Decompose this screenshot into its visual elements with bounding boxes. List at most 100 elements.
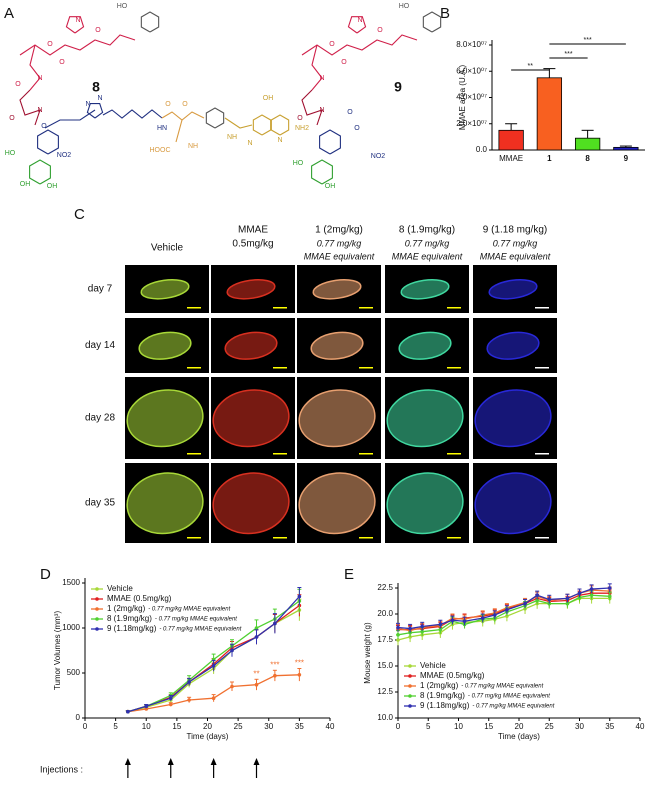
- legend-note: - 0.77 mg/kg MMAE equivalent: [461, 684, 543, 690]
- atom-label: O: [41, 123, 47, 130]
- scale-bar: [535, 453, 549, 455]
- significance-label: ***: [584, 37, 592, 44]
- injection-arrowhead: [124, 758, 131, 765]
- legend-label: 9 (1.18mg/kg): [420, 701, 470, 710]
- data-point: [144, 704, 149, 709]
- tumor-signal: [138, 331, 192, 360]
- data-point: [480, 616, 485, 620]
- data-point: [187, 698, 191, 702]
- data-point: [589, 593, 594, 598]
- x-tick-label: 10: [142, 722, 151, 731]
- bond: [29, 159, 51, 185]
- data-point: [565, 601, 570, 606]
- atom-label: N: [75, 17, 80, 24]
- scale-bar: [187, 453, 201, 455]
- legend-note: - 0.77 mg/kg MMAE equivalent: [472, 704, 554, 710]
- data-point: [254, 682, 259, 687]
- injection-arrowhead: [210, 758, 217, 765]
- tumor-signal: [298, 389, 376, 448]
- x-tick-label: 15: [484, 722, 493, 731]
- legend-marker: [408, 694, 412, 698]
- legend-note: - 0.77 mg/kg MMAE equivalent: [159, 627, 241, 633]
- data-point: [254, 635, 259, 639]
- bond: [140, 11, 160, 33]
- atom-label: NH: [227, 134, 237, 141]
- tumor-signal: [386, 472, 464, 535]
- data-point: [547, 597, 552, 602]
- x-tick-label: 35: [605, 722, 614, 731]
- data-point: [187, 680, 191, 684]
- bar: [498, 129, 524, 151]
- injection-arrowhead: [167, 758, 174, 765]
- atom-label: O: [329, 41, 335, 48]
- atom-label: O: [95, 27, 101, 34]
- bond: [44, 109, 96, 129]
- series-line: [398, 592, 610, 631]
- tumor-signal: [140, 279, 190, 300]
- y-tick-label: 0.0: [476, 145, 488, 154]
- column-dose: 0.5mg/kg: [232, 239, 273, 250]
- atom-label: HO: [293, 160, 304, 167]
- x-tick-label: 30: [264, 722, 273, 731]
- data-point: [420, 629, 425, 634]
- scale-bar: [535, 367, 549, 369]
- tumor-signal: [474, 389, 552, 448]
- x-tick-label: 25: [234, 722, 243, 731]
- tumor-signal: [212, 472, 290, 535]
- legend-marker: [95, 607, 99, 611]
- data-point: [168, 702, 173, 707]
- atom-label: HO: [399, 3, 410, 10]
- x-tick-label: 20: [203, 722, 212, 731]
- column-title: MMAE: [238, 225, 268, 236]
- panel-label: B: [440, 5, 450, 22]
- x-tick-label: 5: [426, 722, 431, 731]
- tumor-signal: [298, 472, 376, 535]
- atom-label: O: [297, 115, 303, 122]
- atom-label: O: [47, 41, 53, 48]
- compound-label: 9: [394, 79, 402, 95]
- atom-label: O: [377, 27, 383, 34]
- data-point: [523, 601, 527, 606]
- legend-label: 8 (1.9mg/kg): [420, 691, 465, 700]
- atom-label: O: [15, 81, 21, 88]
- atom-label: N: [247, 140, 252, 147]
- legend-marker: [408, 674, 412, 678]
- column-title: 1 (2mg/kg): [315, 225, 363, 236]
- legend-label: 9 (1.18mg/kg): [107, 624, 157, 633]
- significance-label: **: [253, 669, 259, 678]
- bond: [102, 109, 163, 119]
- legend-label: Vehicle: [107, 584, 133, 593]
- column-note: MMAE equivalent: [480, 251, 551, 261]
- atom-label: N: [37, 75, 42, 82]
- bond: [65, 16, 85, 34]
- row-label: day 35: [85, 498, 115, 509]
- column-title: 8 (1.9mg/kg): [399, 225, 455, 236]
- bond: [224, 117, 253, 129]
- atom-label: O: [9, 115, 15, 122]
- panel-label: E: [344, 566, 354, 583]
- scale-bar: [535, 537, 549, 539]
- y-tick-label: 10.0: [377, 713, 393, 722]
- legend-marker: [95, 627, 99, 631]
- data-point: [493, 613, 497, 617]
- atom-label: HO: [117, 3, 128, 10]
- scale-bar: [447, 453, 461, 455]
- bond: [301, 89, 323, 126]
- data-point: [535, 598, 539, 603]
- data-point: [211, 696, 216, 700]
- data-point: [273, 621, 277, 626]
- data-point: [535, 593, 539, 598]
- compound-label: 8: [92, 79, 100, 95]
- bond: [319, 129, 341, 155]
- x-axis-title: Time (days): [498, 732, 540, 741]
- atom-label: OH: [47, 183, 58, 190]
- data-point: [450, 618, 455, 623]
- data-point: [396, 638, 400, 642]
- bond: [422, 11, 442, 33]
- data-point: [297, 594, 302, 599]
- bond: [347, 16, 367, 34]
- atom-label: O: [347, 109, 353, 116]
- atom-label: N: [357, 17, 362, 24]
- scale-bar: [359, 453, 373, 455]
- y-axis-title: Tumor Volumes (mm³): [53, 611, 62, 691]
